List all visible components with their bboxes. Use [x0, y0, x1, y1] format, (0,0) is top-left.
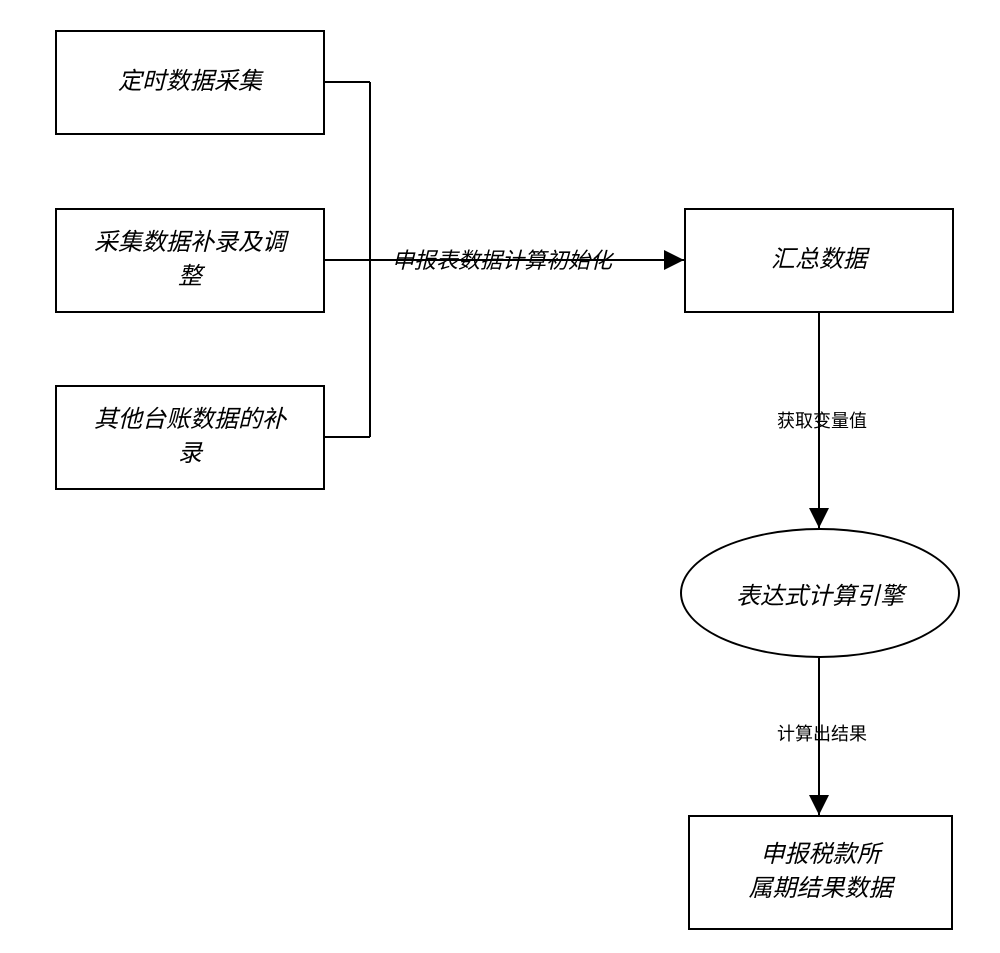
- node-expression-engine: 表达式计算引擎: [680, 528, 960, 658]
- node-label: 汇总数据: [771, 244, 867, 278]
- node-summary-data: 汇总数据: [684, 208, 954, 313]
- node-data-supplement-adjust: 采集数据补录及调整: [55, 208, 325, 313]
- node-other-ledger-supplement: 其他台账数据的补录: [55, 385, 325, 490]
- node-label: 其他台账数据的补录: [94, 404, 286, 471]
- edge-label-get-variable: 获取变量值: [775, 407, 869, 433]
- node-label: 定时数据采集: [118, 66, 262, 100]
- node-timed-data-collection: 定时数据采集: [55, 30, 325, 135]
- node-label: 申报税款所属期结果数据: [749, 839, 893, 906]
- node-label: 表达式计算引擎: [736, 576, 904, 611]
- edge-label-init: 申报表数据计算初始化: [390, 243, 614, 275]
- edge-label-compute-result: 计算出结果: [775, 720, 869, 746]
- node-declaration-result: 申报税款所属期结果数据: [688, 815, 953, 930]
- node-label: 采集数据补录及调整: [94, 227, 286, 294]
